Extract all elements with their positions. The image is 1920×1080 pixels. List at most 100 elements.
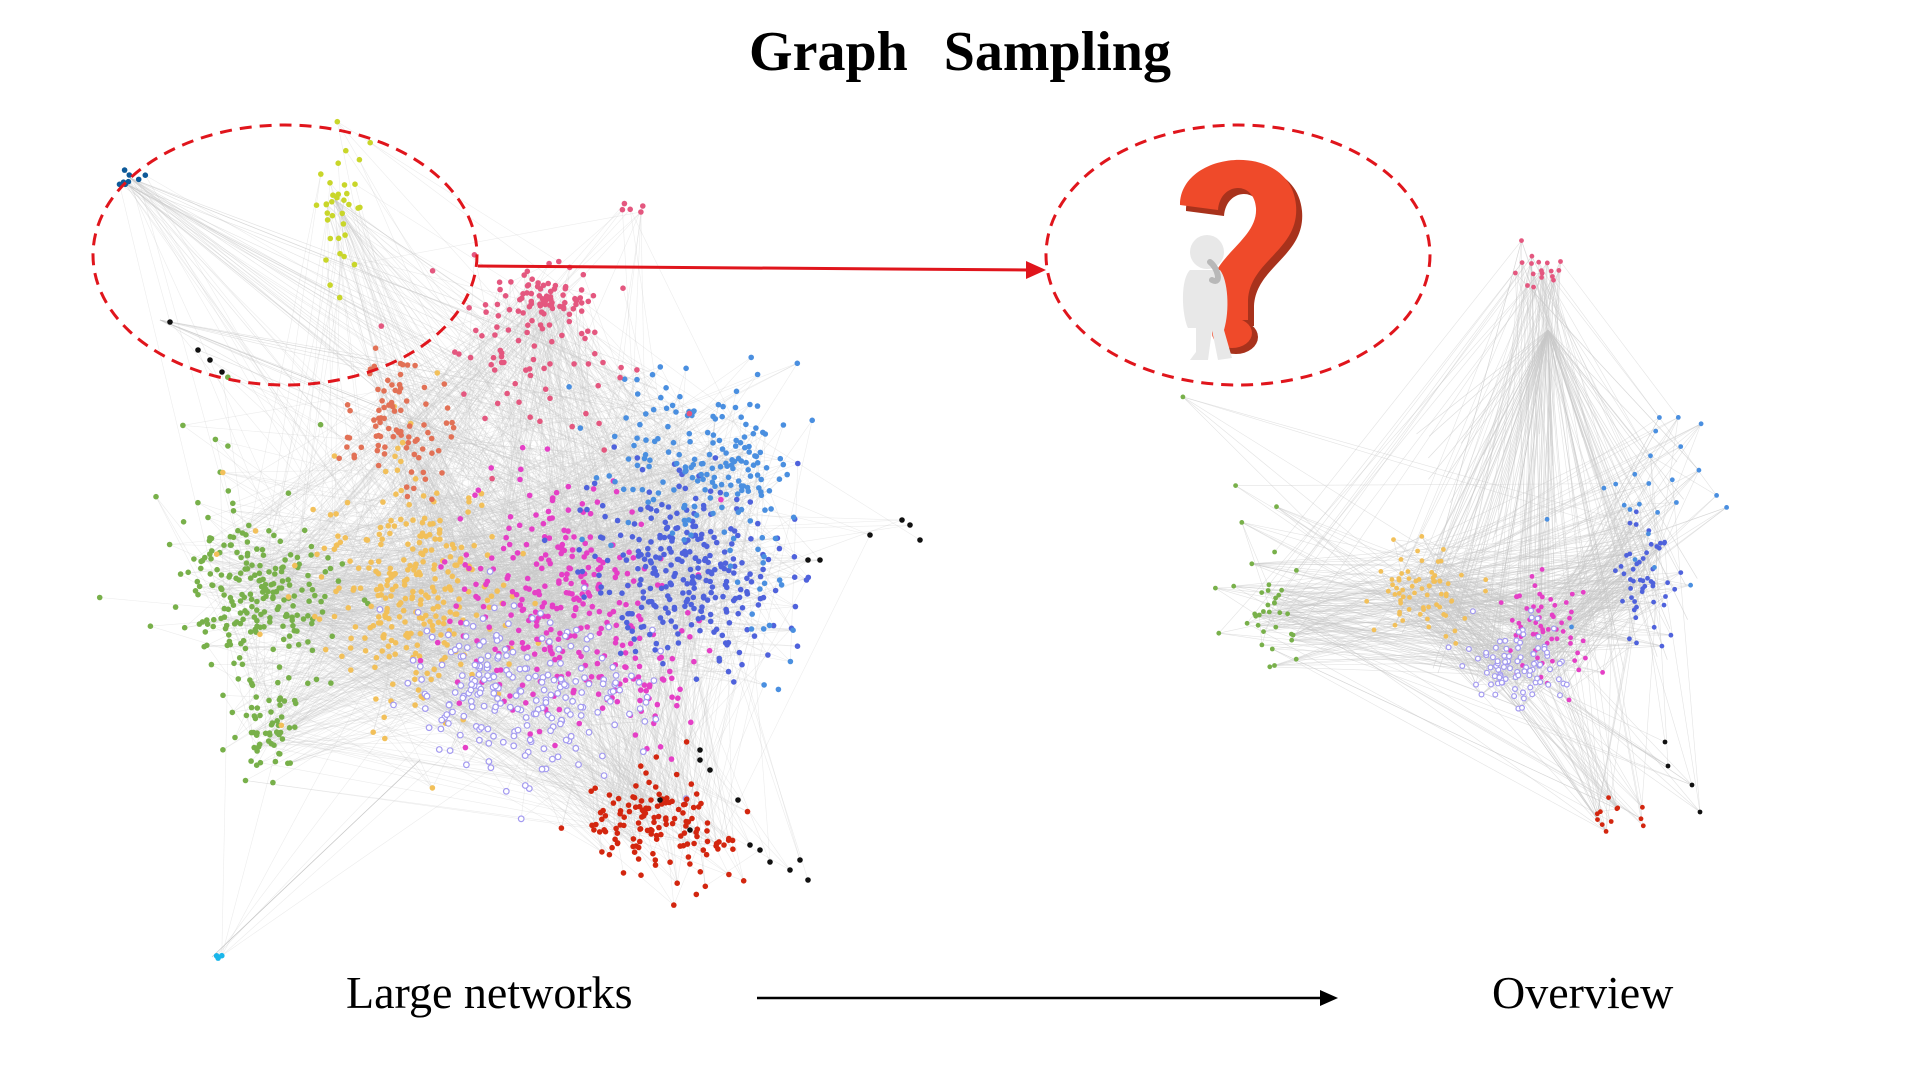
large-network-node-lavender xyxy=(443,711,451,718)
large-network-node-blue xyxy=(617,650,624,657)
large-network-node-yellow-orange xyxy=(412,702,418,708)
large-network-node-blue xyxy=(687,566,694,573)
large-network-node-light-blue xyxy=(665,449,672,455)
large-network-node-green xyxy=(257,577,264,584)
large-network-node-light-blue xyxy=(625,456,632,462)
large-network-edge xyxy=(234,283,549,738)
large-network-node-green xyxy=(209,582,216,589)
large-network-node-green xyxy=(166,541,173,548)
large-network-node-yellow-orange xyxy=(388,517,394,524)
large-network-node-lavender xyxy=(478,724,485,731)
large-network-node-green xyxy=(253,607,260,613)
large-network-node-red xyxy=(683,818,689,825)
large-network-node-green xyxy=(251,713,258,719)
large-network-node-green xyxy=(225,443,231,449)
large-network-node-salmon xyxy=(411,451,418,458)
large-network-edge xyxy=(497,658,568,711)
large-network-node-blue xyxy=(660,660,666,667)
large-network-edge xyxy=(525,369,694,537)
large-network-node-salmon xyxy=(444,405,451,411)
large-network-edge xyxy=(503,299,552,549)
large-network-node-blue xyxy=(676,483,682,490)
large-network-edge xyxy=(532,566,722,695)
large-network-node-lavender xyxy=(580,584,588,592)
large-network-edge xyxy=(326,203,438,607)
large-network-node-blue xyxy=(703,577,709,584)
large-network-node-pink xyxy=(496,279,503,286)
large-network-node-blue xyxy=(602,513,608,520)
large-network-node-green xyxy=(281,698,288,704)
large-network-edge xyxy=(561,568,601,682)
large-network-node-green xyxy=(96,594,103,601)
large-network-node-light-blue xyxy=(754,371,761,378)
large-network-node-light-blue xyxy=(717,463,724,470)
large-network-node-light-blue xyxy=(700,476,706,483)
large-network-node-blue xyxy=(692,555,699,561)
large-network-edge xyxy=(467,622,608,648)
large-network-node-black xyxy=(757,847,763,853)
large-network-node-magenta xyxy=(638,521,645,528)
large-network-node-lavender xyxy=(502,787,510,795)
large-network-node-magenta xyxy=(599,705,606,711)
large-network-node-yellow-orange xyxy=(413,561,419,567)
large-network-node-pink xyxy=(537,301,543,308)
large-network-node-lavender xyxy=(467,697,475,705)
large-network-node-magenta xyxy=(635,674,642,680)
large-network-node-lavender xyxy=(546,638,553,646)
large-network-node-lavender xyxy=(484,672,492,679)
large-network-edge xyxy=(706,497,711,547)
large-network-edge xyxy=(523,275,530,590)
large-network-node-light-blue xyxy=(702,487,708,493)
large-network-edge xyxy=(221,732,281,956)
large-network-node-magenta xyxy=(563,576,569,582)
large-network-edge xyxy=(402,364,460,600)
large-network-edge xyxy=(330,682,568,711)
large-network-node-light-blue xyxy=(809,417,815,424)
large-network-node-red xyxy=(648,797,654,803)
large-network-node-yellow-orange xyxy=(380,499,386,505)
large-network-node-green xyxy=(285,577,292,583)
large-network-node-yellow-orange xyxy=(420,559,426,565)
large-network-node-yellow-orange xyxy=(426,531,433,538)
large-network-node-magenta xyxy=(614,698,621,705)
large-network-node-yellow-orange xyxy=(403,644,410,651)
large-network-node-light-blue xyxy=(704,471,710,478)
large-network-node-green xyxy=(285,490,292,497)
large-network-node-green xyxy=(259,546,266,553)
large-network-edge xyxy=(279,683,620,735)
large-network-edge xyxy=(535,324,550,516)
large-network-node-blue xyxy=(760,594,767,601)
large-network-node-lavender xyxy=(548,714,556,722)
large-network-edge xyxy=(620,460,651,811)
large-network-edge xyxy=(630,559,769,627)
large-network-node-blue xyxy=(623,557,630,563)
large-network-node-lavender xyxy=(550,676,558,684)
large-network-edge xyxy=(563,530,599,588)
large-network-node-yellow-orange xyxy=(424,670,431,677)
large-network-edge xyxy=(370,142,724,407)
large-network-edge xyxy=(503,487,587,604)
large-network-node-lime xyxy=(356,156,363,163)
large-network-node-salmon xyxy=(403,398,410,404)
large-network-edge xyxy=(487,404,719,582)
large-network-node-yellow-orange xyxy=(405,567,411,573)
large-network-node-light-blue xyxy=(738,458,745,464)
large-network-edge xyxy=(342,563,389,647)
large-network-edge xyxy=(568,486,641,709)
large-network-node-magenta xyxy=(667,668,673,675)
large-network-node-magenta xyxy=(457,516,464,522)
large-network-node-light-blue xyxy=(634,435,640,442)
large-network-node-light-blue xyxy=(663,405,670,412)
large-network-node-green xyxy=(238,640,244,647)
large-network-node-salmon xyxy=(374,447,381,454)
large-network-node-blue xyxy=(668,618,674,624)
large-network-node-salmon xyxy=(385,425,392,432)
large-network-node-magenta xyxy=(555,636,562,642)
large-network-edge xyxy=(508,281,512,331)
large-network-node-blue xyxy=(729,541,735,547)
large-network-node-magenta xyxy=(607,611,613,618)
large-network-node-yellow-orange xyxy=(368,559,374,565)
large-network-edge xyxy=(209,435,377,555)
large-network-node-black xyxy=(805,877,811,883)
large-network-node-red xyxy=(652,784,659,790)
